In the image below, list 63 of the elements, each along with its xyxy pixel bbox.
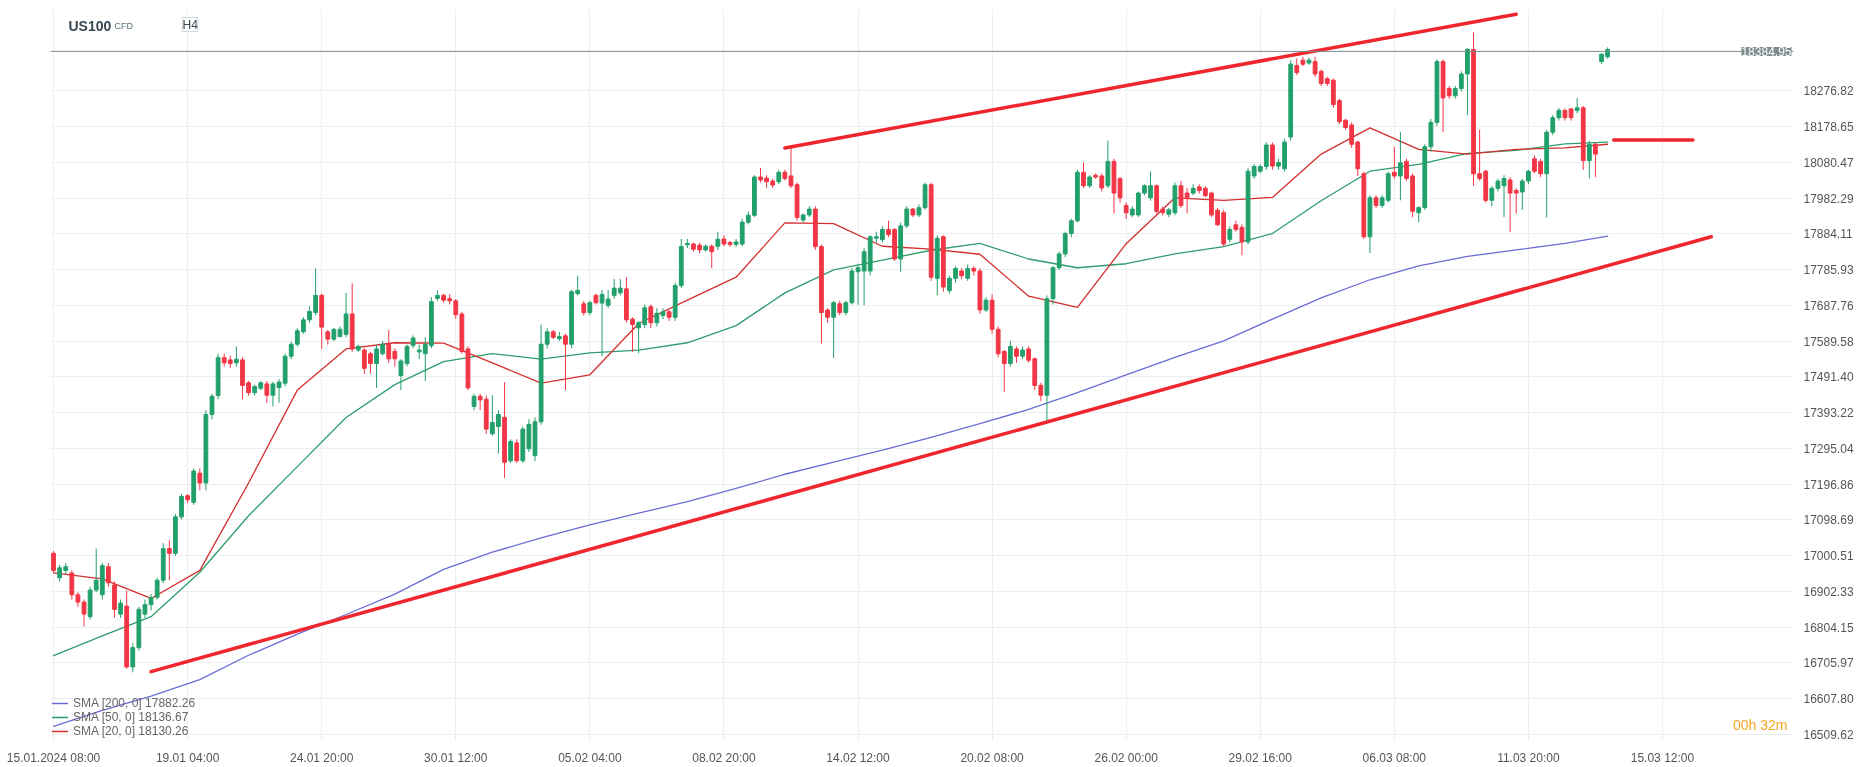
candlestick — [1081, 161, 1086, 189]
candlestick — [270, 381, 276, 408]
candlestick — [1593, 141, 1598, 178]
annotation: H4 — [182, 17, 199, 32]
y-tick-label: 17196.86 — [1803, 477, 1854, 492]
candlestick — [1574, 97, 1580, 114]
candlestick — [264, 380, 270, 404]
x-tick-label: 19.01 04:00 — [155, 750, 220, 765]
candlestick — [51, 550, 56, 574]
x-tick-label: 14.02 12:00 — [826, 750, 891, 765]
y-tick-label: 16902.33 — [1803, 584, 1854, 599]
y-tick-label: 16607.80 — [1803, 692, 1854, 707]
candlestick — [709, 243, 715, 269]
x-tick-label: 15.01.2024 08:00 — [6, 750, 101, 765]
y-tick-label: 17982.29 — [1803, 191, 1854, 206]
y-tick-label: 17884.11 — [1803, 227, 1853, 242]
candlestick — [197, 467, 203, 491]
text: US100 — [68, 17, 112, 34]
y-tick-label: 16804.15 — [1803, 620, 1854, 635]
x-tick-label: 08.02 20:00 — [692, 750, 756, 765]
y-tick-label: 18276.82 — [1803, 84, 1854, 99]
annotation: 00h 32m — [1733, 716, 1788, 733]
x-tick-label: 30.01 12:00 — [424, 750, 488, 765]
candlestick — [233, 345, 239, 367]
y-tick-label: 17393.22 — [1803, 406, 1854, 421]
x-tick-label: 05.02 04:00 — [558, 750, 622, 765]
candlestick — [831, 300, 837, 359]
y-tick-label: 17687.76 — [1803, 298, 1854, 313]
x-tick-label: 15.03 12:00 — [1630, 750, 1695, 765]
y-tick-label: 17000.51 — [1803, 549, 1854, 564]
candlestick — [166, 539, 172, 581]
x-tick-label: 29.02 16:00 — [1228, 750, 1293, 765]
x-tick-label: 06.03 08:00 — [1362, 750, 1427, 765]
text: CFD — [114, 20, 134, 31]
legend-label: SMA [20, 0] 18130.26 — [73, 724, 189, 738]
y-tick-label: 17295.04 — [1803, 441, 1854, 456]
y-tick-label: 17589.58 — [1803, 334, 1854, 349]
candlestick — [715, 231, 721, 251]
candlestick — [1391, 146, 1397, 180]
y-tick-label: 16509.62 — [1803, 727, 1854, 742]
y-tick-label: 17098.69 — [1803, 513, 1854, 528]
candlestick — [1007, 340, 1013, 367]
y-tick-label: 18080.47 — [1803, 155, 1854, 170]
candlestick — [563, 333, 568, 391]
candlestick — [1270, 141, 1275, 171]
ref-line-label: 18384.95 — [1741, 44, 1792, 59]
candlestick — [508, 438, 514, 464]
x-tick-label: 24.01 20:00 — [290, 750, 354, 765]
y-tick-label: 18178.65 — [1803, 120, 1854, 135]
candlestick — [922, 182, 928, 211]
candlestick — [648, 304, 654, 329]
y-tick-label: 17785.93 — [1803, 263, 1854, 278]
line-series — [52, 235, 1609, 727]
candlestick — [69, 569, 75, 601]
y-tick-label: 16705.97 — [1803, 656, 1854, 671]
x-tick-label: 20.02 08:00 — [960, 750, 1025, 765]
x-tick-label: 26.02 00:00 — [1094, 750, 1159, 765]
x-tick-label: 11.03 20:00 — [1497, 750, 1560, 765]
y-tick-label: 17491.40 — [1803, 370, 1854, 385]
candlestick — [514, 438, 520, 464]
candlestick — [1489, 185, 1495, 207]
candlestick — [106, 562, 111, 588]
candlestick — [118, 599, 123, 619]
